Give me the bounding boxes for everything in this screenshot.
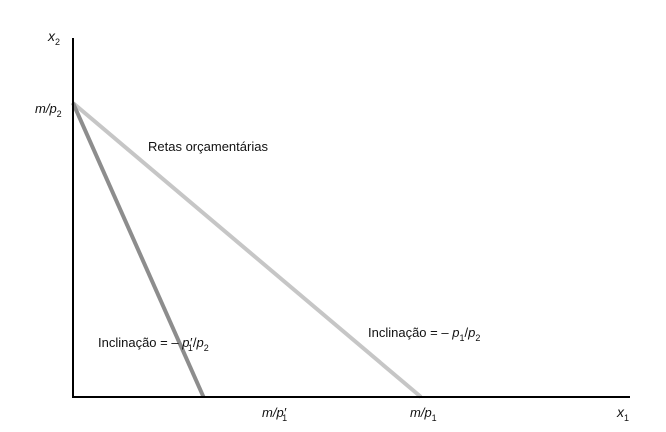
x-intercept-label-new: m/p′1 — [262, 405, 287, 423]
slope-label-new: Inclinação = – p′1/p2 — [98, 335, 209, 353]
slope-label-original: Inclinação = – p1/p2 — [368, 325, 480, 343]
x-axis-label: x1 — [616, 404, 629, 423]
y-axis-label: x2 — [47, 28, 60, 47]
y-intercept-label: m/p2 — [35, 101, 62, 119]
budget-line-steeper — [71, 102, 206, 398]
budget-lines-caption: Retas orçamentárias — [148, 139, 268, 154]
budget-line-original — [71, 101, 423, 399]
x-intercept-label-original: m/p1 — [410, 405, 437, 423]
